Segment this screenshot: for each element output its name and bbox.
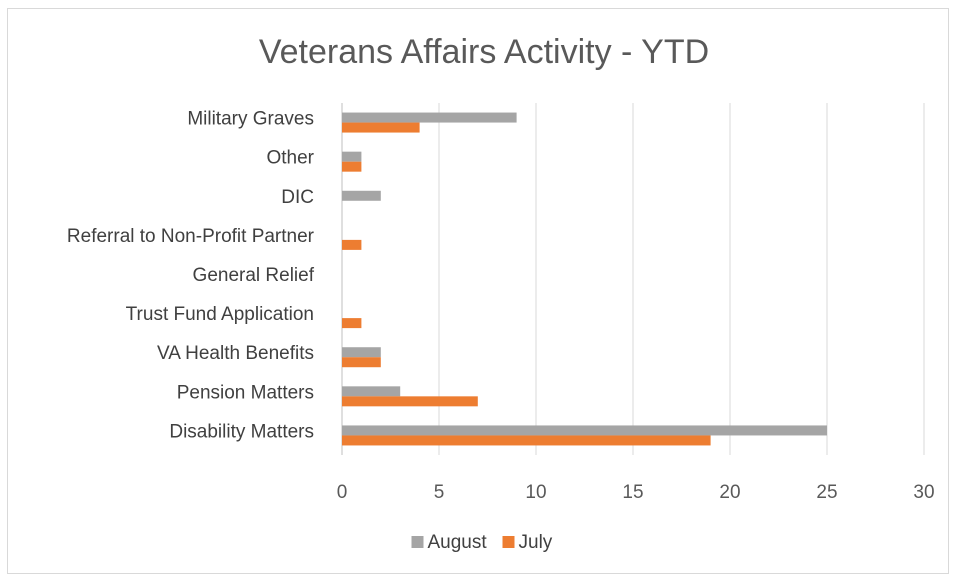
category-label: Trust Fund Application [126, 304, 314, 325]
legend-label: August [428, 532, 488, 553]
bar-july [342, 435, 711, 446]
x-tick-label: 15 [622, 482, 643, 503]
x-tick-label: 25 [816, 482, 837, 503]
bar-august [342, 190, 381, 201]
bar-july [342, 122, 420, 133]
bar-july [342, 396, 478, 407]
category-labels: Military Graves Other DIC Referral to Non-P… [67, 109, 315, 443]
legend: August July [411, 532, 553, 553]
bar-july [342, 357, 381, 368]
bar-august [342, 347, 381, 358]
x-tick-label: 10 [525, 482, 546, 503]
bar-august [342, 386, 401, 397]
category-label: Other [266, 148, 314, 169]
category-label: Pension Matters [177, 382, 314, 403]
bar-august [342, 151, 362, 162]
x-tick-label: 0 [337, 482, 348, 503]
legend-swatch [502, 536, 515, 548]
category-label: VA Health Benefits [157, 343, 314, 364]
bar-july [342, 239, 362, 250]
category-label: General Relief [193, 265, 315, 286]
legend-label: July [519, 532, 553, 553]
x-tick-label: 30 [913, 482, 934, 503]
category-label: Disability Matters [169, 421, 314, 442]
x-tick-labels: 0 5 10 15 20 25 30 [337, 482, 935, 503]
bars [342, 112, 827, 446]
x-tick-label: 5 [434, 482, 445, 503]
bar-august [342, 425, 827, 436]
legend-swatch [411, 536, 424, 548]
bar-august [342, 112, 517, 123]
category-label: Military Graves [187, 109, 314, 130]
x-tick-label: 20 [719, 482, 740, 503]
chart-title: Veterans Affairs Activity - YTD [259, 33, 709, 71]
category-label: DIC [281, 187, 314, 208]
bar-july [342, 161, 362, 172]
chart-frame [7, 8, 949, 574]
bar-july [342, 318, 362, 329]
category-label: Referral to Non-Profit Partner [67, 226, 315, 247]
